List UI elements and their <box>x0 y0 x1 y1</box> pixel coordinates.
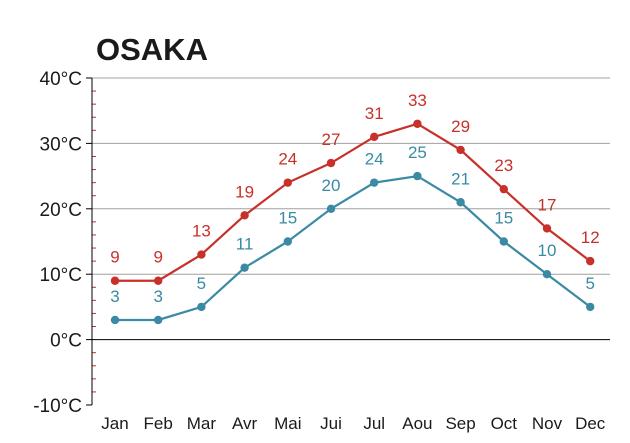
x-tick-label: Jan <box>101 414 128 433</box>
data-label: 20 <box>322 176 341 195</box>
data-point <box>586 256 595 266</box>
data-point <box>499 237 508 246</box>
x-tick-label: Jul <box>363 414 385 433</box>
data-point <box>370 132 379 142</box>
data-point <box>370 178 379 187</box>
data-label: 13 <box>192 222 211 241</box>
data-point <box>326 158 336 168</box>
x-tick-label: Jui <box>320 414 342 433</box>
data-label: 24 <box>278 150 297 169</box>
data-point <box>542 270 552 279</box>
x-tick-label: Avr <box>232 414 258 433</box>
data-label: 31 <box>365 104 384 123</box>
data-label: 15 <box>278 209 297 228</box>
data-point <box>283 237 292 246</box>
data-point <box>197 250 206 259</box>
data-label: 3 <box>153 287 162 306</box>
x-tick-label: Aou <box>402 414 432 433</box>
x-tick-label: Mar <box>187 414 217 433</box>
data-point <box>413 171 422 181</box>
x-tick-label: Feb <box>144 414 173 433</box>
data-label: 5 <box>585 274 594 293</box>
data-label: 29 <box>451 117 470 136</box>
x-tick-label: Dec <box>575 414 606 433</box>
data-point <box>154 315 163 325</box>
data-label: 10 <box>538 241 557 260</box>
data-label: 24 <box>365 150 384 169</box>
x-tick-label: Sep <box>445 414 475 433</box>
data-label: 5 <box>197 274 206 293</box>
data-label: 21 <box>451 169 470 188</box>
data-point <box>586 302 595 312</box>
y-tick-label: -10°C <box>33 396 82 417</box>
y-axis-minor-ticks <box>92 90 96 393</box>
data-label: 9 <box>110 248 119 267</box>
y-tick-label: 30°C <box>40 134 82 155</box>
data-label: 3 <box>110 287 119 306</box>
data-point <box>456 145 465 155</box>
series-line <box>115 122 591 282</box>
data-point <box>110 315 120 325</box>
y-axis-ticks: 40°C 30°C 20°C 10°C 0°C -10°C <box>33 69 92 417</box>
data-label: 27 <box>322 130 341 149</box>
x-tick-label: Nov <box>532 414 563 433</box>
data-point <box>110 276 120 285</box>
y-tick-label: 40°C <box>40 69 82 90</box>
data-point <box>197 302 206 312</box>
chart-title: OSAKA <box>96 32 208 67</box>
data-point <box>283 178 292 187</box>
data-label: 23 <box>494 156 513 175</box>
data-label: 9 <box>153 248 162 267</box>
y-tick-label: 0°C <box>50 331 82 352</box>
data-point <box>413 119 422 128</box>
data-label: 12 <box>581 228 600 247</box>
data-point <box>240 263 249 272</box>
series-line <box>115 174 591 322</box>
x-tick-label: Oct <box>491 414 518 433</box>
series-low: 3 3 5 11 15 20 24 25 21 15 10 5 <box>110 143 595 325</box>
data-point <box>326 204 336 213</box>
data-point <box>456 198 465 207</box>
series-high: 9 9 13 19 24 27 31 33 29 23 17 12 <box>110 91 600 285</box>
data-point <box>154 276 163 285</box>
data-point <box>542 224 552 233</box>
data-label: 15 <box>494 209 513 228</box>
y-tick-label: 20°C <box>40 200 82 221</box>
data-label: 19 <box>235 182 254 201</box>
data-label: 17 <box>538 195 557 214</box>
data-point <box>240 211 249 220</box>
data-label: 33 <box>408 91 427 110</box>
data-point <box>499 184 508 194</box>
data-label: 25 <box>408 143 427 162</box>
data-label: 11 <box>236 235 254 254</box>
gridlines <box>92 77 610 341</box>
y-tick-label: 10°C <box>40 265 82 286</box>
x-axis-ticks: Jan Feb Mar Avr Mai Jui Jul Aou Sep Oct Nov Dec <box>101 414 606 433</box>
x-tick-label: Mai <box>274 414 301 433</box>
